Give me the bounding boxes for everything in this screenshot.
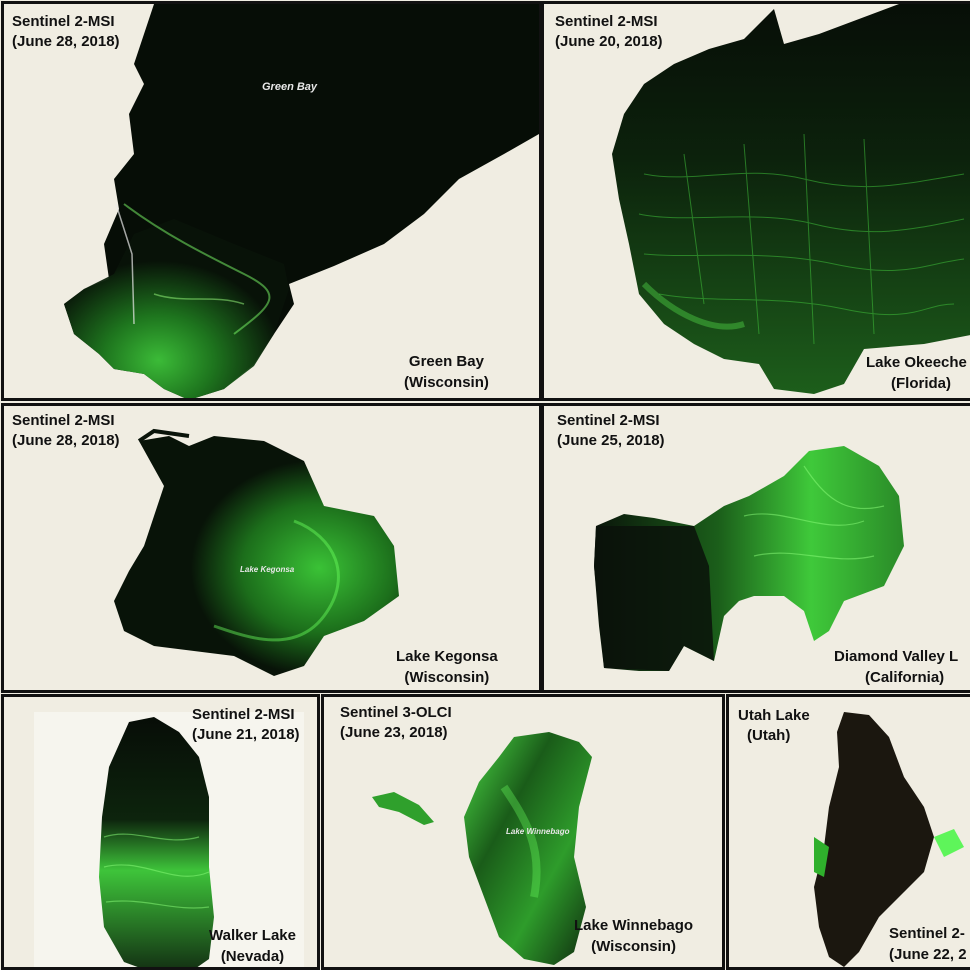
okeechobee-satellite-image [612,4,970,394]
utah-satellite-image [814,712,964,967]
walker-sensor-label: Sentinel 2-MSI (June 21, 2018) [192,706,300,743]
panel-winnebago: Lake Winnebago Sentinel 3-OLCI (June 23,… [321,694,725,970]
utah-sensor-label: Sentinel 2- (June 22, 2 [889,925,967,963]
green-bay-lake-label: Green Bay (Wisconsin) [404,353,489,391]
kegonsa-satellite-image [114,428,399,676]
diamond-valley-sensor-label: Sentinel 2-MSI (June 25, 2018) [557,412,665,449]
panel-okeechobee: Sentinel 2-MSI (June 20, 2018) Lake Okee… [541,1,970,401]
utah-lake-title-label: Utah Lake (Utah) [738,707,810,744]
walker-satellite-image [34,712,304,967]
diamond-valley-lake-label: Diamond Valley L (California) [834,648,959,686]
panel-green-bay: Green Bay Sentinel 2-MSI (June 28, 2018)… [1,1,542,401]
winnebago-lake-label: Lake Winnebago (Wisconsin) [574,917,694,955]
green-bay-sensor-label: Sentinel 2-MSI (June 28, 2018) [12,13,120,50]
okeechobee-sensor-label: Sentinel 2-MSI (June 20, 2018) [555,13,663,50]
panel-walker: Sentinel 2-MSI (June 21, 2018) Walker La… [1,694,320,970]
kegonsa-lake-label: Lake Kegonsa (Wisconsin) [396,648,498,686]
panel-kegonsa: Lake Kegonsa Sentinel 2-MSI (June 28, 20… [1,403,542,693]
winnebago-map-label: Lake Winnebago [506,827,570,836]
panel-utah: Utah Lake (Utah) Sentinel 2- (June 22, 2 [726,694,970,970]
winnebago-satellite-image [372,732,592,965]
okeechobee-lake-label: Lake Okeeche (Florida) [866,354,967,392]
walker-lake-label: Walker Lake (Nevada) [209,927,296,965]
kegonsa-sensor-label: Sentinel 2-MSI (June 28, 2018) [12,412,120,449]
green-bay-map-label: Green Bay [262,81,318,93]
winnebago-sensor-label: Sentinel 3-OLCI (June 23, 2018) [340,704,452,741]
panel-diamond-valley: Sentinel 2-MSI (June 25, 2018) Diamond V… [541,403,970,693]
diamond-valley-satellite-image [594,446,904,671]
green-bay-satellite-image [64,4,539,398]
kegonsa-map-label: Lake Kegonsa [240,565,295,574]
